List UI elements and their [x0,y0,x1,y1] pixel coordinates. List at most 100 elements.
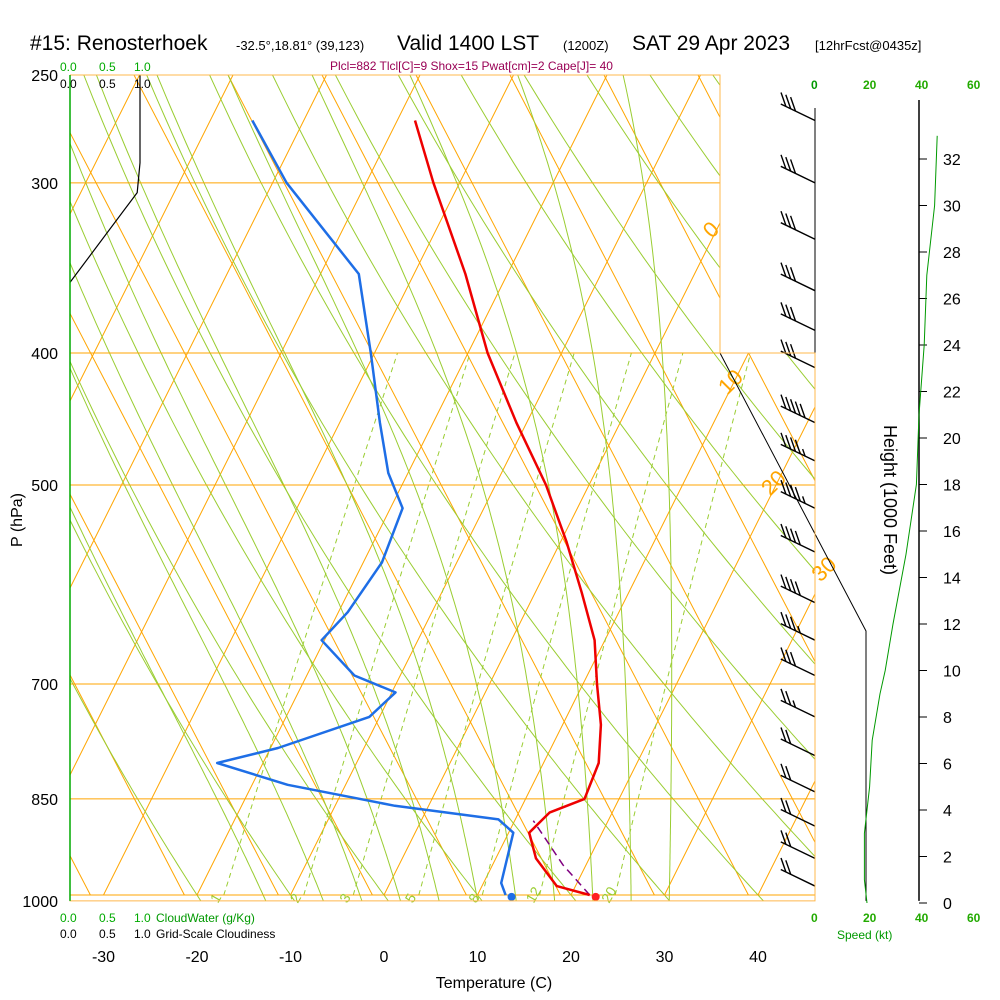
wind-barb-staff [780,491,816,509]
wind-barb-feather [785,690,792,706]
parcel-ascent-line [532,820,591,896]
mixing-ratio-label: 8 [465,890,483,905]
wind-barb-staff [780,841,816,860]
wind-barb-feather [780,830,787,845]
wind-barb-feather [785,765,792,781]
profiles-layer [215,119,603,901]
wind-barb-feather [780,523,787,539]
height-axis-title: Height (1000 Feet) [880,425,900,575]
wind-barb-feather [785,576,792,592]
grid-clip-group [70,75,1000,901]
y-axis-title: P (hPa) [9,493,26,547]
moist-adiabat-line [156,75,483,901]
speed-tick-top: 0 [811,78,818,92]
wind-barb [780,302,816,332]
wind-barb [780,262,816,292]
wind-barb-feather [785,264,792,280]
wind-barb-feather [792,700,797,708]
mixing-ratio-label: 3 [336,890,354,905]
height-tick-label: 4 [943,803,952,820]
mixing-ratio-label: 1 [207,890,225,905]
wind-barb [780,92,816,122]
chart-title: #15: Renosterhoek -32.5°,18.81° (39,123)… [30,32,921,55]
wind-barb-feather [780,797,787,813]
wind-barb-feather [789,96,797,112]
wind-barb-feather [785,482,792,497]
moist-adiabat-line [70,75,333,901]
temperature-tick-label: 10 [469,949,487,966]
height-tick-label: 14 [943,571,961,588]
wind-barb-staff [780,534,816,553]
temperature-tick-label: 40 [749,949,767,966]
wind-barb-staff [780,273,816,292]
wind-barb-feather [785,341,792,357]
isotherm-line [70,75,234,896]
indices-line: Plcl=882 Tlcl[C]=9 Shox=15 Pwat[cm]=2 Ca… [330,59,613,73]
height-tick-label: 0 [943,896,952,913]
height-tick-label: 26 [943,292,961,309]
mixing-ratio-label: 2 [287,890,305,905]
wind-barb-staff [780,405,816,424]
wind-barb-staff [780,350,816,369]
pressure-tick-label: 850 [31,792,58,809]
wind-barb-feather [789,484,797,500]
wind-barb-feather [797,625,801,634]
dry-adiabat-line [757,75,815,901]
cloudwater-tick-top: 1.0 [134,60,151,74]
cloudwater-tick-bottom: 1.0 [134,911,151,925]
wind-barb-feather [785,396,792,412]
dry-adiabat-line [260,75,815,901]
wind-barb-feather [780,394,787,409]
speed-tick-bottom: 60 [967,911,981,925]
isotherm-label: 30 [806,551,841,586]
wind-barb [780,830,816,860]
title-date: SAT 29 Apr 2023 [632,32,790,55]
height-tick-label: 18 [943,478,961,495]
height-tick-label: 2 [943,850,952,867]
wind-barb-feather [799,403,806,419]
wind-barb-feather [794,439,801,454]
cloudiness-title: Grid-Scale Cloudiness [156,927,275,941]
wind-barb [780,763,816,793]
wind-barb-feather [780,688,787,704]
wind-barb-feather [789,616,797,631]
wind-barb [780,797,816,827]
wind-barb [780,647,816,677]
dry-adiabat-line [447,75,815,901]
wind-barb-feather [780,479,787,495]
wind-barb-feather [785,526,792,541]
dewpoint-line [215,119,515,896]
wind-barb-staff [780,222,816,240]
dry-adiabat-line [70,75,217,901]
wind-barb-feather [801,496,806,504]
wind-barb [780,611,816,641]
mixing-ratio-line [352,352,516,896]
temperature-tick-label: 0 [380,949,389,966]
wind-barb-feather [794,486,801,502]
height-tick-label: 24 [943,338,961,355]
dry-adiabat-line [198,75,786,901]
wind-barb-feather [780,763,787,779]
height-tick-label: 16 [943,524,961,541]
height-tick-label: 10 [943,664,961,681]
wind-barb-feather [785,156,792,172]
adiabat-diagonal [980,75,1000,895]
wind-barb-feather [780,727,787,742]
wind-barb [780,727,816,757]
cloudwater-title: CloudWater (g/Kg) [156,911,255,925]
cloudwater-tick-top: 0.0 [60,60,77,74]
wind-speed-line [863,135,938,904]
adiabat-diagonal [603,75,815,896]
isotherm-line [664,75,815,896]
title-utc: (1200Z) [563,38,609,53]
temperature-tick-label: -20 [185,949,208,966]
wind-barb-feather [789,306,797,322]
wind-barb-feather [789,215,797,231]
moist-adiabat-line [70,75,371,901]
cloudiness-tick-bottom: 0.0 [60,927,77,941]
dry-adiabat-line [509,75,815,901]
speed-tick-top: 60 [967,78,981,92]
wind-barb-feather [785,94,792,110]
wind-barb-feather [785,614,792,629]
wind-barb-feather [785,213,792,228]
